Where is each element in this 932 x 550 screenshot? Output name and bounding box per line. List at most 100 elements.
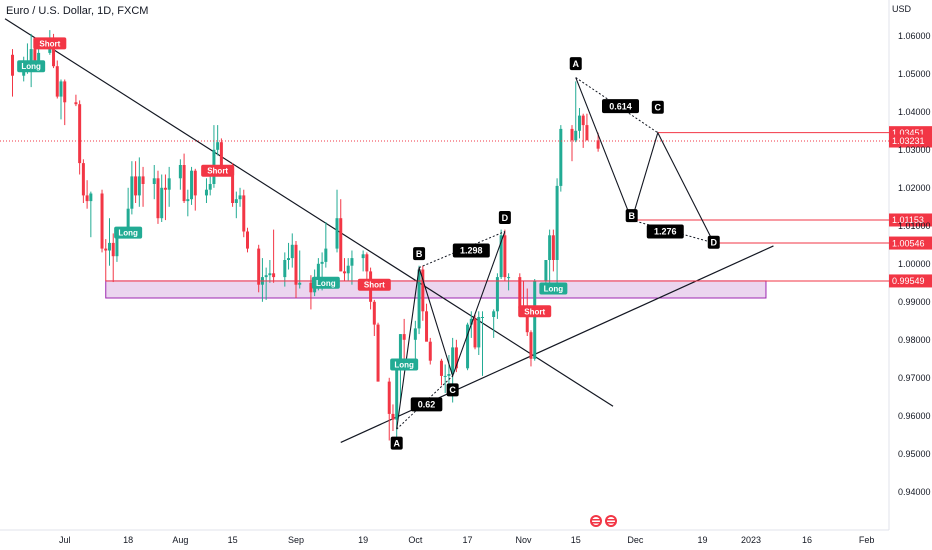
candle (160, 174, 164, 222)
candle (559, 125, 563, 192)
candle-body (454, 347, 458, 369)
candle-body (182, 165, 186, 202)
candle-body (387, 381, 391, 414)
fib-ratio-text: 0.62 (418, 400, 436, 410)
price-level-label-bg (889, 274, 932, 288)
candle-body (507, 277, 511, 279)
time-axis[interactable]: Jul 18 Aug 15 Sep 19 Oct 17 Nov 15 Dec 19 2023 16 Feb (59, 535, 874, 545)
short-signal-label: Short (201, 164, 235, 177)
candle (246, 227, 249, 253)
short-signal-label: Short (33, 37, 67, 50)
candle-body (104, 248, 108, 251)
candle-body (283, 260, 287, 278)
candle (365, 252, 369, 281)
projection-point-d: D (707, 235, 720, 249)
price-axis[interactable]: 1.06000 1.05000 1.04000 1.03000 1.02000 1.010… (898, 31, 931, 497)
candle (387, 377, 391, 441)
candle (350, 250, 354, 285)
candle (290, 233, 294, 268)
candle-body (59, 81, 63, 97)
price-axis-tick: 0.99000 (898, 297, 931, 307)
economic-events[interactable] (590, 515, 617, 527)
candle-body (518, 277, 522, 308)
candle-body (544, 260, 548, 281)
candle-body (339, 218, 343, 272)
signal-label-bg (390, 358, 419, 371)
candle-body (443, 375, 447, 377)
candle (551, 229, 555, 272)
candle (242, 189, 246, 238)
candle (495, 273, 499, 319)
descending-trendline (4, 18, 614, 407)
signal-label-text: Short (39, 39, 60, 48)
signal-label-bg (539, 282, 568, 295)
candle-body (548, 235, 552, 260)
abcd-pattern-path (396, 231, 506, 430)
candle-body (477, 317, 481, 348)
signal-label-text: Short (364, 281, 385, 290)
candle-body (257, 248, 261, 285)
candle-body (469, 318, 473, 325)
candle-body (376, 324, 380, 382)
candle-body (33, 49, 37, 67)
candle (130, 161, 134, 215)
us-flag-event-icon[interactable] (590, 515, 602, 527)
price-level-label-text: 1.01153 (892, 215, 924, 225)
candle-body (186, 199, 190, 202)
time-axis-tick: 16 (802, 535, 812, 545)
candle-body (525, 309, 529, 333)
candle (298, 250, 302, 289)
pattern-point-box (625, 209, 638, 223)
candle-body (193, 170, 197, 196)
candle (361, 250, 365, 272)
candle-body (391, 413, 395, 420)
candle-body (473, 318, 477, 348)
candle (507, 273, 511, 291)
time-axis-tick: 17 (463, 535, 473, 545)
us-flag-event-icon[interactable] (605, 515, 617, 527)
signal-label-text: Short (524, 307, 545, 316)
candle (100, 189, 104, 253)
candle (376, 322, 380, 382)
short-signal-label: Short (357, 278, 391, 291)
time-axis-tick: 18 (123, 535, 133, 545)
candle-body (216, 142, 220, 150)
candle-body (555, 185, 559, 260)
time-axis-tick: 15 (571, 535, 581, 545)
pattern-point-box (498, 211, 511, 224)
candle (167, 166, 171, 207)
candle-body (219, 142, 223, 167)
candle-body (287, 258, 291, 260)
candle (480, 311, 484, 376)
price-level-label-text: 1.03231 (892, 136, 925, 146)
candle (533, 279, 537, 361)
candle (55, 60, 59, 99)
pattern-point-box (390, 436, 403, 450)
candle-body (499, 235, 503, 278)
fib-ratio-text: 0.614 (609, 101, 632, 111)
candle (503, 229, 507, 281)
time-axis-tick: Jul (59, 535, 71, 545)
pattern-point-label: B (416, 249, 423, 259)
projection-point-b: B (625, 209, 638, 223)
pattern-point-label: D (502, 213, 509, 223)
fib-ratio-box (410, 397, 443, 412)
candle (74, 94, 78, 107)
candle (63, 79, 67, 126)
price-level-label-bg (889, 213, 932, 227)
candle (78, 100, 82, 175)
time-axis-tick: Nov (516, 535, 533, 545)
candle-body (585, 125, 589, 141)
candle-body (503, 235, 507, 278)
price-axis-tick: 0.97000 (898, 373, 931, 383)
candle (413, 320, 417, 361)
candle (152, 165, 156, 200)
candle (346, 258, 350, 281)
candle (529, 330, 533, 367)
candle (342, 258, 346, 281)
candle (439, 358, 443, 386)
candle (193, 168, 197, 211)
candle-body (11, 54, 15, 76)
signal-label-bg (201, 164, 235, 177)
